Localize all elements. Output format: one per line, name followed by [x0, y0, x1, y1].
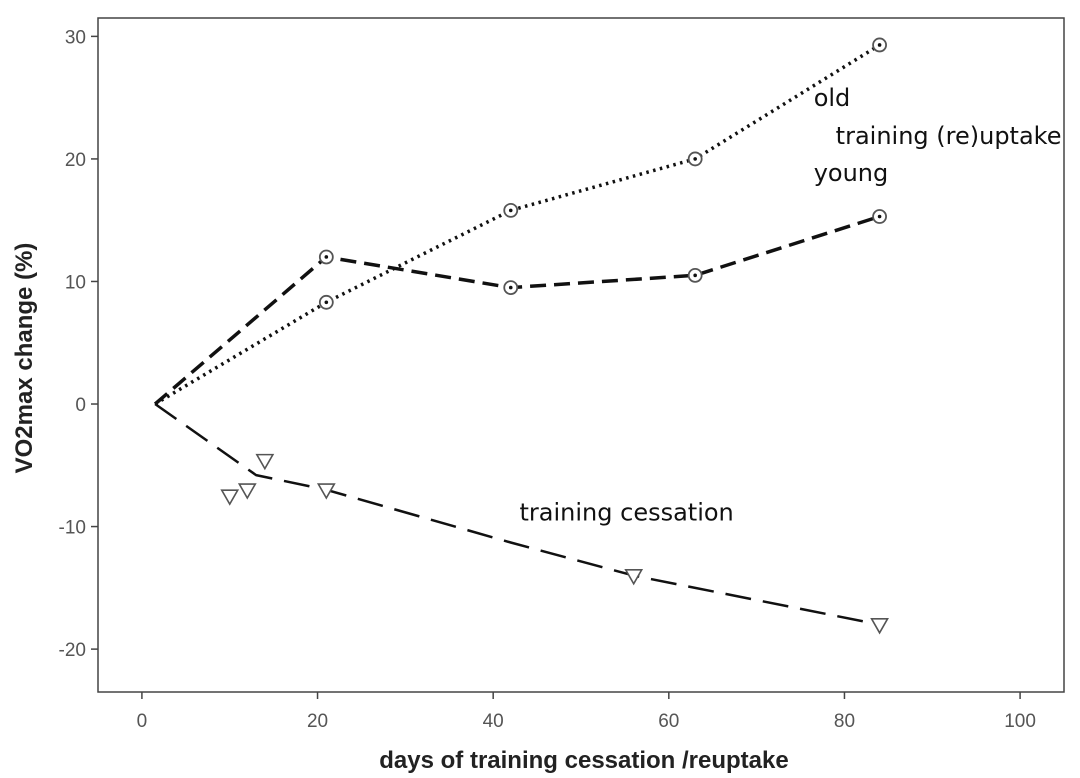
annotation-layer: old training (re)uptake young training cess… [520, 84, 1062, 526]
x-axis-ticks: 0 20 40 60 80 100 [137, 692, 1036, 732]
data-point-center-young [877, 214, 882, 219]
series-line-cessation [154, 402, 880, 626]
annotation-label: old [814, 84, 851, 112]
y-tick-label: 0 [75, 395, 86, 416]
data-point-cessation [220, 489, 240, 506]
data-point-cessation [237, 483, 257, 500]
data-point-center-young [324, 255, 329, 259]
y-tick-label: 10 [65, 272, 86, 293]
y-axis-ticks: -20 -10 0 10 20 30 [59, 27, 98, 661]
y-tick-label: -10 [59, 518, 86, 539]
data-point-cessation [870, 618, 889, 635]
x-tick-label: 100 [1004, 711, 1036, 732]
annotation-label: young [814, 159, 889, 187]
x-tick-label: 0 [137, 711, 148, 732]
x-axis-title: days of training cessation /reuptake [379, 747, 788, 774]
y-axis-title: VO2max change (%) [11, 243, 38, 474]
data-point-center-young [508, 285, 513, 290]
y-tick-label: 20 [65, 150, 86, 171]
data-point-center-young [693, 273, 697, 278]
data-point-cessation [316, 483, 336, 500]
annotation-label: training cessation [520, 498, 734, 526]
data-point-center-old [877, 43, 882, 47]
x-tick-label: 20 [307, 711, 328, 732]
plot-area [97, 17, 1065, 693]
data-point-center-old [324, 300, 329, 305]
data-point-center-old [508, 208, 513, 213]
data-point-cessation [624, 569, 644, 586]
x-tick-label: 60 [658, 711, 679, 732]
marker-layer [220, 37, 889, 635]
data-point-center-old [693, 157, 697, 161]
x-tick-label: 40 [483, 711, 504, 732]
y-tick-label: 30 [65, 27, 86, 48]
annotation-label: training (re)uptake [836, 122, 1062, 150]
data-point-cessation [255, 453, 275, 471]
x-tick-label: 80 [834, 711, 855, 732]
y-tick-label: -20 [59, 640, 86, 661]
